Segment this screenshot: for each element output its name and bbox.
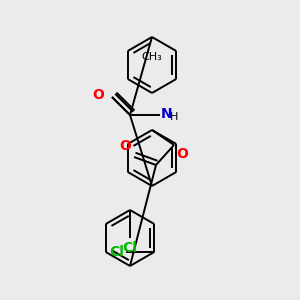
Text: O: O	[119, 139, 131, 153]
Text: N: N	[161, 107, 172, 121]
Text: CH₃: CH₃	[142, 52, 162, 62]
Text: O: O	[92, 88, 104, 102]
Text: O: O	[176, 147, 188, 161]
Text: H: H	[170, 112, 178, 122]
Text: Cl: Cl	[123, 241, 137, 255]
Text: Cl: Cl	[110, 245, 124, 259]
